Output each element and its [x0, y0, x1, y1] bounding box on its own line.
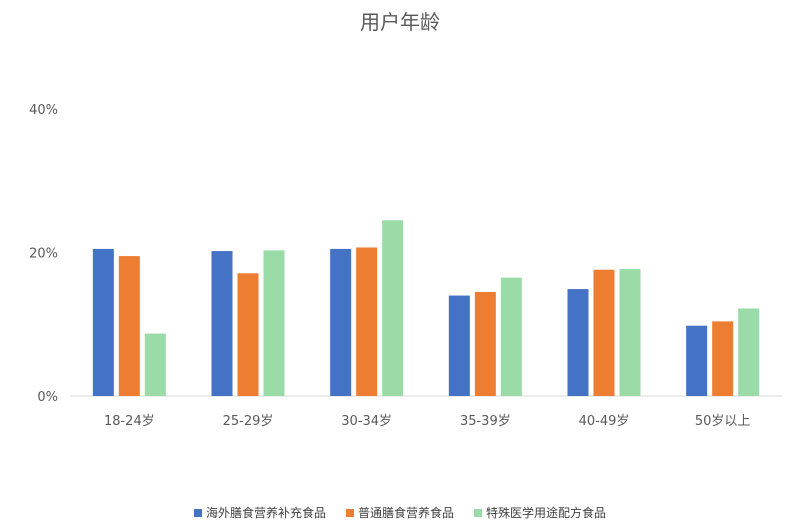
- x-tick-label: 35-39岁: [460, 414, 511, 429]
- bar: [686, 325, 708, 396]
- legend-label: 普通膳食营养食品: [357, 506, 454, 520]
- x-tick-label: 25-29岁: [223, 414, 274, 429]
- bar: [118, 256, 140, 396]
- legend-item: 普通膳食营养食品: [345, 504, 454, 521]
- bar: [330, 248, 352, 396]
- bar: [263, 250, 285, 396]
- bar: [500, 277, 522, 396]
- bar: [738, 308, 760, 396]
- y-tick-label: 20%: [29, 247, 58, 262]
- bar: [92, 248, 114, 396]
- legend-swatch: [193, 508, 202, 517]
- bar: [474, 291, 496, 396]
- bar: [712, 321, 734, 396]
- bar: [593, 269, 615, 396]
- legend-label: 特殊医学用途配方食品: [486, 506, 607, 520]
- x-tick-label: 40-49岁: [579, 414, 630, 429]
- legend-swatch: [345, 508, 354, 517]
- bar: [619, 269, 641, 396]
- legend-item: 海外膳食营养补充食品: [193, 504, 326, 521]
- legend: 海外膳食营养补充食品 普通膳食营养食品 特殊医学用途配方食品: [0, 504, 800, 521]
- legend-item: 特殊医学用途配方食品: [474, 504, 606, 521]
- bar: [567, 289, 589, 396]
- plot-area: 0% 20% 40% 18-24岁 25-29岁 30-34岁 35-39岁 40-49岁 50…: [29, 103, 782, 429]
- y-tick-label: 40%: [29, 103, 58, 118]
- bar: [144, 333, 166, 396]
- bar: [211, 251, 233, 396]
- bar: [382, 220, 404, 396]
- x-tick-label: 18-24岁: [104, 414, 155, 429]
- bar: [356, 247, 378, 396]
- x-tick-label: 50岁以上: [695, 414, 751, 429]
- chart-title: 用户年龄: [360, 10, 440, 34]
- legend-label: 海外膳食营养补充食品: [205, 506, 326, 520]
- bar: [448, 295, 470, 396]
- bar: [237, 273, 259, 396]
- y-tick-label: 0%: [37, 390, 58, 405]
- x-tick-label: 30-34岁: [341, 414, 392, 429]
- legend-swatch: [474, 508, 482, 517]
